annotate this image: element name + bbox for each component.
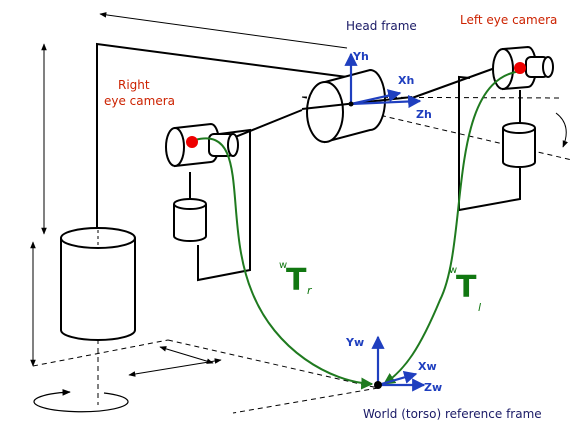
- torso-rotation-ellipse: [33, 389, 129, 413]
- left-eye-camera-center-dot: [514, 62, 526, 74]
- world-frame-axes: [371, 335, 426, 392]
- torso-cylinder: [60, 227, 136, 341]
- head-frame-axes: [344, 52, 422, 109]
- right-transform-label: w T r: [279, 260, 313, 298]
- left-eye-motor: [502, 122, 536, 168]
- right-eye-camera-center-dot: [186, 136, 198, 148]
- left-transform-subscript: l: [478, 301, 481, 314]
- right-eye-to-world-transform-curve: [194, 137, 374, 390]
- head-cylinder: [301, 68, 413, 144]
- left-transform-symbol: T: [456, 270, 477, 305]
- head-x-axis-label: Xh: [398, 74, 414, 87]
- right-eye-camera-body: [165, 122, 239, 168]
- world-x-axis-label: Xw: [418, 360, 437, 373]
- world-frame-origin: [374, 381, 382, 389]
- world-y-axis-label: Yw: [345, 336, 364, 349]
- head-frame-label: Head frame: [346, 19, 417, 33]
- right-eye-camera-label-line1: Right: [118, 78, 150, 92]
- world-z-axis-label: Zw: [424, 381, 442, 394]
- left-transform-superscript: w: [449, 265, 457, 276]
- left-eye-to-world-transform-curve: [383, 70, 523, 385]
- right-transform-superscript: w: [279, 260, 287, 271]
- right-eye-camera-label-line2: eye camera: [104, 94, 175, 108]
- left-eye-camera-label: Left eye camera: [460, 13, 557, 27]
- dimension-arrows: [30, 12, 568, 377]
- right-eye-motor: [173, 198, 207, 242]
- world-frame-label: World (torso) reference frame: [363, 407, 542, 421]
- head-y-axis-label: Yh: [352, 50, 369, 63]
- head-frame-origin: [348, 101, 354, 107]
- right-transform-subscript: r: [307, 284, 313, 297]
- left-transform-label: w T l: [449, 265, 481, 314]
- head-z-axis-label: Zh: [416, 108, 432, 121]
- right-transform-symbol: T: [286, 263, 307, 298]
- head-frame-structure: [96, 42, 521, 282]
